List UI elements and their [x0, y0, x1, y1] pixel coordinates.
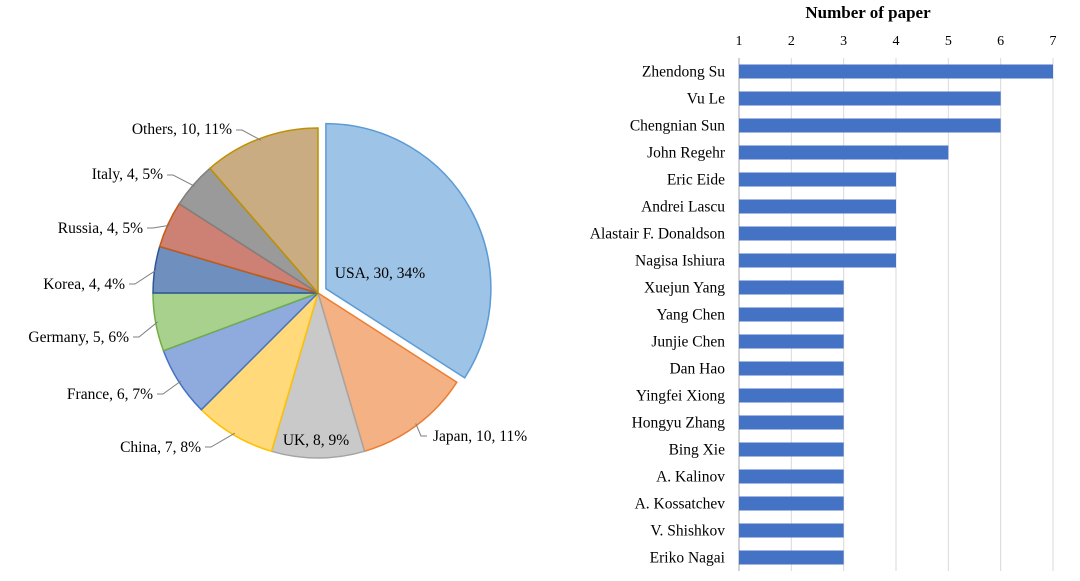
- bar-a-kossatchev: [739, 496, 844, 511]
- y-tick-label-dan-hao: Dan Hao: [669, 361, 725, 378]
- pie-slice-others: [208, 127, 319, 296]
- y-tick-label-a-kossatchev: A. Kossatchev: [635, 496, 726, 513]
- bar-vu-le: [739, 91, 1001, 106]
- y-tick-label-bing-xie: Bing Xie: [669, 442, 726, 459]
- y-tick-label-yingfei-xiong: Yingfei Xiong: [636, 388, 725, 405]
- leader-line-france: [157, 380, 182, 395]
- y-tick-label-vu-le: Vu Le: [687, 91, 725, 108]
- bar-v-shishkov: [739, 523, 844, 538]
- x-tick-label-4: 4: [893, 34, 900, 49]
- y-tick-label-xuejun-yang: Xuejun Yang: [644, 280, 725, 297]
- leader-line-others: [236, 129, 262, 141]
- bar-hongyu-zhang: [739, 415, 844, 430]
- y-tick-label-junjie-chen: Junjie Chen: [651, 334, 725, 351]
- x-tick-label-1: 1: [736, 34, 743, 49]
- pie-label-japan: Japan, 10, 11%: [433, 428, 527, 445]
- leader-line-korea: [129, 269, 157, 285]
- y-tick-label-a-kalinov: A. Kalinov: [656, 469, 725, 486]
- leader-line-germany: [133, 321, 158, 338]
- pie-chart: USA, 30, 34% Japan, 10, 11% UK, 8, 9% China…: [28, 121, 527, 459]
- bar-andrei-lascu: [739, 199, 896, 214]
- y-tick-label-john-regehr: John Regehr: [647, 145, 726, 162]
- y-tick-label-nagisa-ishiura: Nagisa Ishiura: [635, 253, 725, 270]
- pie-slice-uk: [270, 290, 366, 459]
- pie-label-china: China, 7, 8%: [120, 439, 201, 456]
- x-tick-label-3: 3: [840, 34, 847, 49]
- pie-label-russia: Russia, 4, 5%: [58, 220, 143, 237]
- bar-eriko-nagai: [739, 550, 844, 565]
- bar-junjie-chen: [739, 334, 844, 349]
- y-tick-label-alastair-f-donaldson: Alastair F. Donaldson: [590, 226, 725, 243]
- y-tick-label-andrei-lascu: Andrei Lascu: [641, 199, 725, 216]
- bar-john-regehr: [739, 145, 949, 160]
- x-tick-label-6: 6: [997, 34, 1004, 49]
- y-tick-label-yang-chen: Yang Chen: [656, 307, 725, 324]
- pie-slice-usa: [325, 122, 492, 379]
- x-tick-label-5: 5: [945, 34, 952, 49]
- bar-alastair-f-donaldson: [739, 226, 896, 241]
- pie-label-uk: UK, 8, 9%: [283, 432, 349, 449]
- leader-line-japan: [415, 423, 427, 437]
- leader-line-russia: [147, 224, 170, 229]
- bar-yang-chen: [739, 307, 844, 322]
- bar-dan-hao: [739, 361, 844, 376]
- bar-nagisa-ishiura: [739, 253, 896, 268]
- bar-eric-eide: [739, 172, 896, 187]
- y-tick-label-eric-eide: Eric Eide: [667, 172, 725, 189]
- bar-chengnian-sun: [739, 118, 1001, 133]
- pie-label-usa: USA, 30, 34%: [335, 265, 426, 282]
- y-tick-label-eriko-nagai: Eriko Nagai: [650, 550, 726, 567]
- x-tick-label-2: 2: [788, 34, 795, 49]
- bar-chart: Number of paper 1 2 3 4 5 6 7 Zhendong Su Vu Le C…: [590, 3, 1057, 571]
- y-tick-label-chengnian-sun: Chengnian Sun: [630, 118, 725, 135]
- y-tick-label-zhendong-su: Zhendong Su: [642, 64, 725, 81]
- pie-label-italy: Italy, 4, 5%: [92, 166, 163, 183]
- bar-bing-xie: [739, 442, 844, 457]
- leader-line-china: [205, 432, 236, 448]
- x-tick-label-7: 7: [1050, 34, 1057, 49]
- bar-a-kalinov: [739, 469, 844, 484]
- pie-label-korea: Korea, 4, 4%: [43, 276, 125, 293]
- bar-yingfei-xiong: [739, 388, 844, 403]
- y-tick-label-v-shishkov: V. Shishkov: [650, 523, 725, 540]
- leader-line-italy: [167, 174, 196, 187]
- pie-label-france: France, 6, 7%: [67, 386, 153, 403]
- pie-label-others: Others, 10, 11%: [132, 121, 232, 138]
- bar-chart-title: Number of paper: [805, 3, 931, 22]
- bar-zhendong-su: [739, 64, 1053, 79]
- pie-label-germany: Germany, 5, 6%: [28, 329, 129, 346]
- y-tick-label-hongyu-zhang: Hongyu Zhang: [632, 415, 726, 432]
- bar-xuejun-yang: [739, 280, 844, 295]
